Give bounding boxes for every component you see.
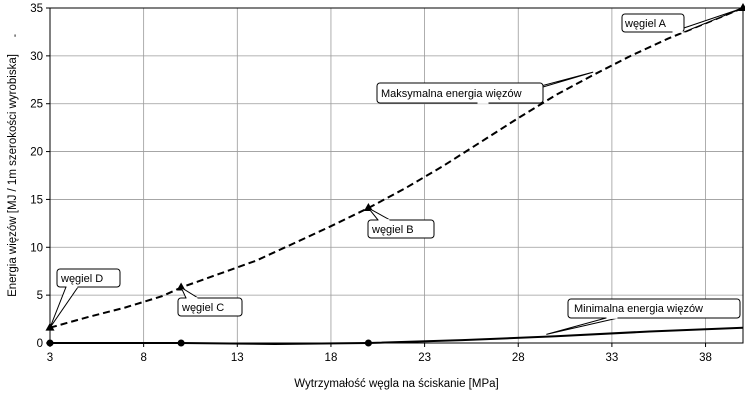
callout-pointer xyxy=(179,286,200,299)
y-tick-label: 25 xyxy=(30,99,43,111)
x-tick-label: 3 xyxy=(47,352,53,364)
x-tick-label: 13 xyxy=(231,352,244,364)
callout-label: węgiel D xyxy=(60,273,103,285)
circle-marker xyxy=(177,339,185,347)
stray-mark: ' xyxy=(14,33,16,45)
callout-box xyxy=(177,297,243,317)
plot-frame xyxy=(49,7,744,344)
x-tick-label: 18 xyxy=(325,352,338,364)
series-layer xyxy=(49,7,744,346)
x-tick-label: 38 xyxy=(699,352,712,364)
circle-marker xyxy=(364,339,372,347)
x-tick-label: 23 xyxy=(418,352,431,364)
x-tick-label: 28 xyxy=(512,352,525,364)
callout-box xyxy=(567,298,741,319)
callout-label: węgiel B xyxy=(371,224,414,236)
y-tick-label: 15 xyxy=(30,194,43,206)
y-tick-label: 20 xyxy=(30,147,43,159)
y-tick-label: 10 xyxy=(30,242,43,254)
y-tick-label: 35 xyxy=(30,3,43,15)
callout-label: węgiel C xyxy=(181,302,224,314)
x-tick-label: 33 xyxy=(605,352,618,364)
grid xyxy=(49,7,743,344)
callout-label: Minimalna energia więzów xyxy=(574,303,703,315)
callout-pointer xyxy=(546,317,619,335)
circle-marker xyxy=(46,339,54,347)
x-axis-title: Wytrzymałość węgla na ściskanie [MPa] xyxy=(294,378,498,390)
y-tick-label: 0 xyxy=(37,338,43,350)
callout-label: Maksymalna energia więzów xyxy=(381,88,522,100)
callouts-layer: węgiel A Maksymalna energia więzów węgiel … xyxy=(49,7,744,335)
series-line xyxy=(50,326,744,346)
y-axis-title: Energia więzów [MJ / 1m szerokości wyrob… xyxy=(7,54,19,297)
callout-box xyxy=(56,268,121,288)
y-tick-label: 5 xyxy=(37,290,43,302)
callout-box xyxy=(376,82,544,104)
callout-box xyxy=(621,13,685,33)
callout-pointer xyxy=(368,207,392,221)
y-tick-label: 30 xyxy=(30,51,43,63)
callout-label: węgiel A xyxy=(624,18,667,30)
x-tick-label: 8 xyxy=(140,352,146,364)
axes xyxy=(46,7,744,347)
callout-box xyxy=(367,219,435,239)
